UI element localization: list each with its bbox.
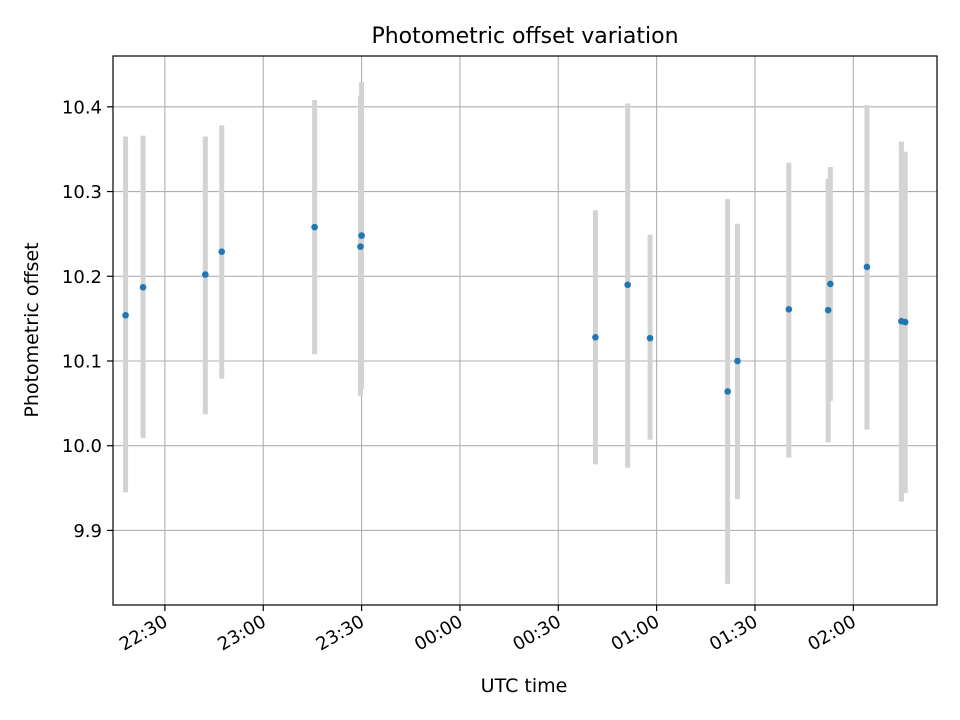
- y-tick-label: 10.4: [62, 97, 102, 118]
- data-point: [901, 318, 909, 326]
- y-axis-label: Photometric offset: [21, 242, 43, 417]
- data-point: [827, 280, 834, 288]
- y-tick-label: 10.2: [62, 267, 102, 288]
- data-point: [824, 306, 832, 314]
- y-tick-label: 10.0: [62, 436, 102, 457]
- y-axis: 9.9 10.0 10.1 10.2 10.3 10.4: [62, 97, 113, 542]
- data-point: [624, 281, 631, 289]
- data-point: [358, 232, 365, 239]
- data-point: [785, 306, 793, 313]
- data-point: [724, 388, 731, 395]
- data-point: [202, 271, 209, 278]
- y-tick-label: 10.1: [62, 352, 102, 373]
- data-point: [218, 248, 226, 256]
- plot-frame: [112, 55, 938, 606]
- data-point: [734, 357, 741, 365]
- data-point: [592, 333, 599, 341]
- data-point: [357, 243, 364, 250]
- data-point: [311, 223, 318, 231]
- x-axis-label: UTC time: [481, 675, 568, 697]
- data-point: [863, 263, 871, 271]
- y-tick-label: 10.3: [62, 182, 102, 203]
- chart-title: Photometric offset variation: [371, 24, 678, 49]
- data-point: [646, 334, 654, 342]
- y-tick-label: 9.9: [73, 521, 102, 542]
- data-points: [122, 223, 909, 395]
- data-point: [122, 311, 129, 319]
- data-point: [139, 283, 147, 291]
